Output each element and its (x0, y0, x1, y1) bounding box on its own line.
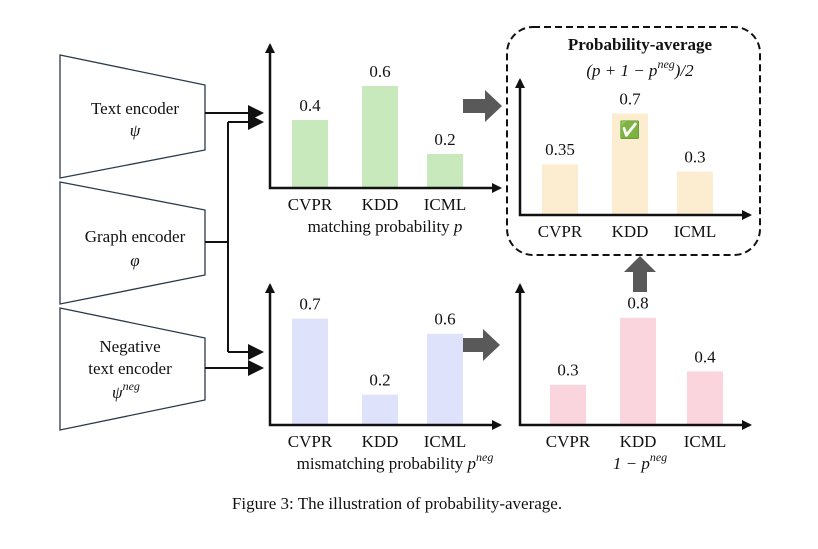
panel-title: Probability-average (568, 35, 713, 54)
block-arrow (624, 256, 656, 292)
axis (268, 285, 500, 427)
axis-arrow (492, 183, 502, 193)
encoder-shape (59, 181, 206, 305)
caption-symbol: p (467, 454, 477, 473)
bar (362, 394, 398, 425)
encoder-label: Graph encoder (85, 227, 186, 246)
value-label: 0.7 (619, 89, 641, 108)
formula: (p + 1 − pneg)/2 (586, 57, 694, 80)
panel-caption: mismatching probability pneg (297, 450, 494, 473)
category-label: ICML (424, 195, 467, 214)
encoder-symbol: φ (130, 251, 139, 270)
block-arrow (463, 90, 502, 122)
value-label: 0.3 (557, 361, 578, 380)
bar (292, 120, 328, 188)
category-label: ICML (674, 222, 717, 241)
category-label: KDD (612, 222, 649, 241)
encoder-label: Text encoder (91, 99, 179, 118)
encoder-symbol: ψneg (112, 379, 140, 402)
category-label: KDD (362, 432, 399, 451)
value-label: 0.2 (369, 371, 390, 390)
bar (612, 113, 648, 215)
bar (677, 171, 713, 215)
highlight-box (506, 26, 761, 256)
category-label: KDD (362, 195, 399, 214)
value-label: 0.3 (684, 147, 705, 166)
bar (427, 333, 463, 425)
category-label: CVPR (288, 195, 333, 214)
encoder-shape (59, 54, 206, 179)
bar (620, 317, 656, 425)
category-label: CVPR (288, 432, 333, 451)
value-label: 0.35 (545, 140, 575, 159)
panel-caption: matching probability p (308, 217, 463, 236)
value-label: 0.6 (434, 310, 455, 329)
bar (542, 164, 578, 215)
caption-sup: neg (650, 450, 667, 464)
axis-arrow (742, 210, 752, 220)
value-label: 0.6 (369, 62, 390, 81)
bar (362, 86, 398, 188)
bar (427, 154, 463, 188)
category-label: ICML (684, 432, 727, 451)
check-icon: ✅ (619, 119, 640, 139)
axis-arrow (515, 283, 525, 293)
axis-arrow (492, 420, 502, 430)
category-label: KDD (620, 432, 657, 451)
axis (268, 45, 500, 190)
caption-text: matching probability (308, 217, 451, 236)
caption-symbol: 1 − p (613, 454, 650, 473)
value-label: 0.4 (299, 96, 321, 115)
encoder-label: Negative (99, 337, 160, 356)
bar (292, 318, 328, 425)
caption-text: mismatching probability (297, 454, 464, 473)
axis (518, 80, 750, 217)
bar (550, 384, 586, 425)
value-label: 0.8 (627, 294, 648, 313)
encoder-label: text encoder (88, 359, 172, 378)
caption-sup: neg (476, 450, 493, 464)
axis-arrow (265, 43, 275, 53)
value-label: 0.2 (434, 130, 455, 149)
category-label: ICML (424, 432, 467, 451)
block-arrow (461, 329, 500, 361)
bar (687, 371, 723, 425)
value-label: 0.7 (299, 295, 321, 314)
value-label: 0.4 (694, 347, 716, 366)
axis (518, 285, 750, 427)
axis-arrow (742, 420, 752, 430)
encoder-symbol: ψ (130, 121, 141, 140)
axis-arrow (515, 78, 525, 88)
encoder-shape (59, 307, 206, 431)
axis-arrow (265, 283, 275, 293)
panel-caption: 1 − pneg (613, 450, 667, 473)
category-label: CVPR (546, 432, 591, 451)
category-label: CVPR (538, 222, 583, 241)
figure-caption: Figure 3: The illustration of probabilit… (232, 494, 562, 513)
caption-symbol: p (453, 217, 463, 236)
